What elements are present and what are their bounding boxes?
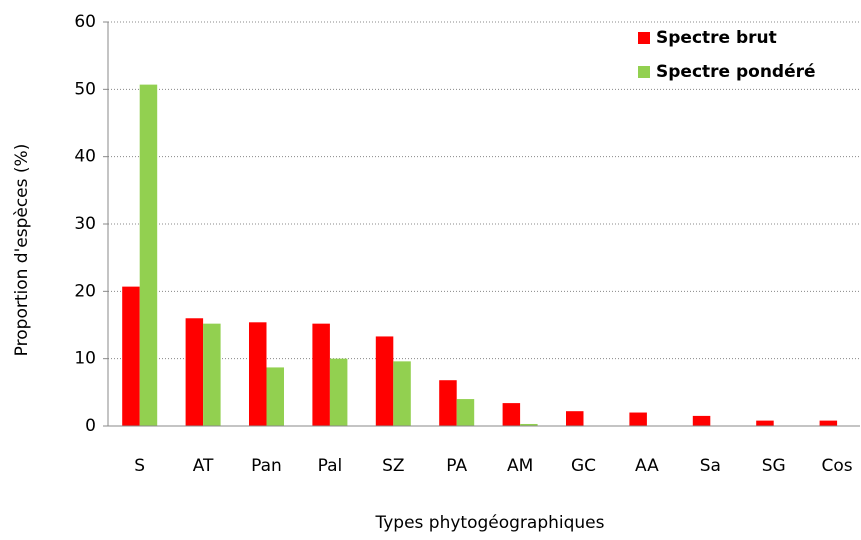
y-tick-label: 20: [74, 281, 96, 301]
x-tick-label: Cos: [822, 456, 853, 476]
x-tick-label: SZ: [382, 456, 404, 476]
bar: [375, 336, 394, 426]
bar: [566, 411, 584, 426]
x-axis-title: Types phytogéographiques: [374, 513, 604, 533]
bar: [249, 322, 267, 426]
y-tick-label: 30: [74, 214, 96, 234]
legend-swatch: [638, 32, 650, 44]
bar: [520, 423, 538, 426]
bar: [266, 367, 284, 426]
y-tick-label: 40: [74, 147, 96, 167]
x-tick-label: PA: [446, 456, 467, 476]
x-tick-label: AT: [193, 456, 214, 476]
legend-swatch: [638, 66, 650, 78]
legend-label: Spectre pondéré: [656, 62, 816, 82]
x-tick-label: S: [134, 456, 145, 476]
y-tick-label: 0: [85, 416, 96, 436]
x-tick-label: Sa: [700, 456, 721, 476]
bar: [312, 323, 330, 426]
bar: [185, 318, 204, 426]
x-tick-label: GC: [571, 456, 596, 476]
x-tick-label: AA: [635, 456, 659, 476]
y-tick-label: 60: [74, 12, 96, 32]
x-tick-label: AM: [507, 456, 533, 476]
y-axis-title: Proportion d'espèces (%): [12, 144, 32, 357]
bar: [629, 412, 647, 426]
bar: [329, 358, 348, 426]
bar: [456, 399, 475, 426]
y-tick-label: 10: [74, 349, 96, 369]
bar: [203, 323, 221, 426]
legend-label: Spectre brut: [656, 28, 777, 48]
bar: [393, 361, 411, 426]
bar: [756, 420, 774, 426]
x-tick-label: Pal: [318, 456, 343, 476]
bar: [819, 420, 838, 426]
bar: [502, 403, 521, 426]
bar: [692, 415, 711, 426]
y-tick-label: 50: [74, 79, 96, 99]
x-tick-label: Pan: [251, 456, 282, 476]
bar: [139, 84, 158, 427]
x-tick-label: SG: [762, 456, 786, 476]
bar: [439, 380, 457, 426]
bar: [122, 286, 140, 426]
